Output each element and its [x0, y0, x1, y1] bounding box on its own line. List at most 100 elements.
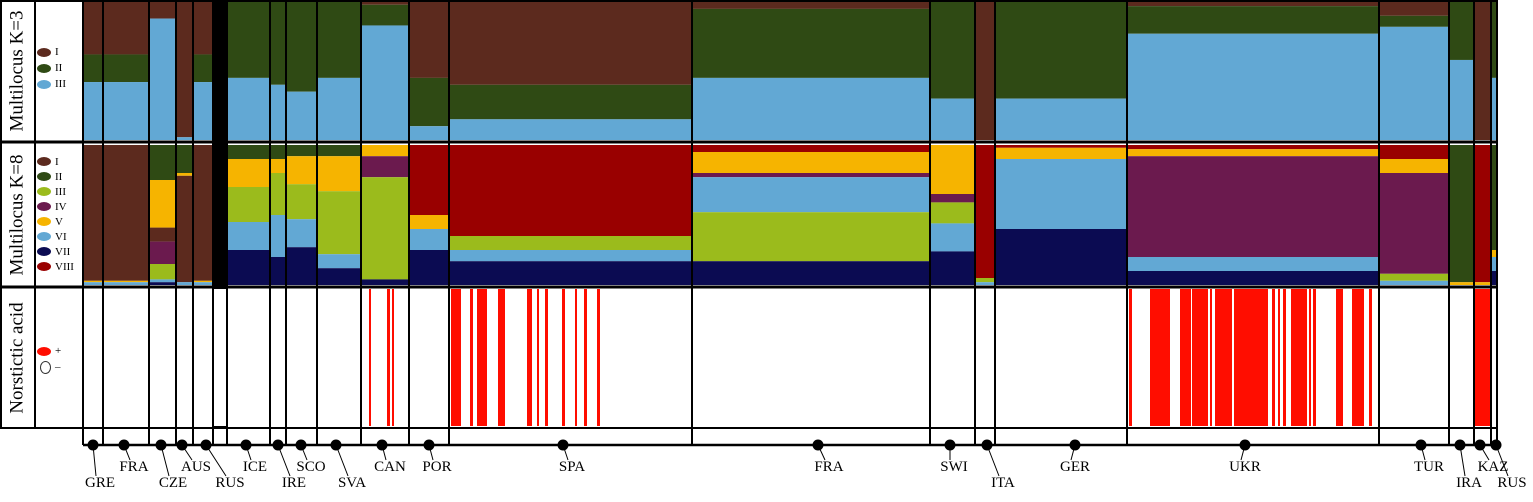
k8-segment [227, 145, 270, 159]
k3-segment [1491, 77, 1497, 140]
legend-item: IV [37, 199, 83, 214]
population-label: GRE [85, 475, 115, 491]
k8-segment [149, 279, 176, 283]
population-label: CAN [374, 459, 406, 475]
k8-segment [149, 180, 176, 228]
k8-segment [449, 250, 692, 262]
norstictic-positive-stripe [1210, 289, 1212, 426]
population-dividers [0, 0, 1498, 445]
cluster-swatch-icon [37, 247, 51, 256]
norstictic-positive-stripe [477, 289, 487, 426]
k3-segment [103, 54, 149, 83]
k8-segment [193, 145, 213, 281]
norstictic-positive-stripe [575, 289, 577, 426]
cluster-swatch-icon [37, 47, 51, 57]
k8-segment [193, 282, 213, 285]
k8-segment [1127, 156, 1379, 257]
k3-segment [930, 2, 975, 99]
cluster-swatch-icon [37, 202, 51, 211]
k8-segment [193, 280, 213, 283]
k3-segment [176, 2, 193, 138]
cluster-swatch-icon [37, 262, 51, 271]
k3-segment [449, 2, 692, 85]
k8-segment [1127, 271, 1379, 285]
k8-segment [1127, 145, 1379, 150]
k8-segment [1491, 271, 1497, 285]
k8-segment [449, 261, 692, 285]
k3-segment [83, 54, 103, 83]
k8-segment [361, 145, 409, 157]
k8-segment [995, 229, 1127, 285]
norstictic-positive-stripe [1309, 289, 1311, 426]
norstictic-acid-plot [83, 289, 1497, 426]
k3-segment [692, 8, 930, 78]
k8-segment [1491, 250, 1497, 257]
k8-segment [409, 215, 449, 229]
k8-segment [995, 145, 1127, 148]
k3-segment [83, 2, 103, 55]
k8-segment [317, 145, 361, 157]
k3-segment [995, 98, 1127, 140]
k8-segment [1379, 273, 1449, 281]
k3-segment [1379, 2, 1449, 16]
norstictic-positive-stripe [392, 289, 394, 426]
population-label: ICE [242, 459, 268, 475]
norstictic-positive-stripe [1369, 289, 1372, 426]
norstictic-positive-stripe [387, 289, 390, 426]
population-label: KAZ [1477, 459, 1509, 475]
norstictic-positive-stripe [1278, 289, 1280, 426]
k8-segment [1379, 159, 1449, 173]
k3-segment [361, 25, 409, 140]
k8-segment [1379, 280, 1449, 285]
k8-bar-plot [83, 145, 1497, 285]
k8-segment [270, 215, 286, 257]
k3-segment [176, 137, 193, 140]
legend-item: III [37, 76, 83, 92]
k8-segment [449, 236, 692, 250]
k3-segment [930, 98, 975, 140]
k3-segment [103, 2, 149, 55]
norstictic-positive-stripe [1180, 289, 1191, 426]
norstictic-positive-stripe [1129, 289, 1132, 426]
k8-segment [1491, 257, 1497, 271]
k8-segment [270, 159, 286, 173]
norstictic-positive-stripe [498, 289, 505, 426]
k8-segment [692, 261, 930, 285]
k3-segment [361, 2, 409, 5]
k8-segment [1127, 257, 1379, 271]
k3-segment [409, 126, 449, 140]
norstictic-positive-stripe [1336, 289, 1343, 426]
norstictic-positive-stripe [1291, 289, 1307, 426]
k8-segment [317, 156, 361, 192]
cluster-swatch-icon [37, 217, 51, 226]
k8-segment [176, 145, 193, 173]
k8-segment [83, 145, 103, 281]
norstictic-positive-stripe [1283, 289, 1286, 426]
k3-segment [83, 82, 103, 140]
population-label: TUR [1414, 459, 1444, 475]
k3-segment [692, 77, 930, 140]
k8-segment [270, 257, 286, 285]
population-label: RUS [215, 475, 245, 491]
k3-segment [409, 77, 449, 127]
norstictic-positive-stripe [1475, 289, 1491, 426]
k8-segment [692, 152, 930, 173]
norstictic-positive-stripe [369, 289, 371, 426]
k8-segment [227, 250, 270, 285]
k8-segment [995, 147, 1127, 159]
k8-segment [409, 250, 449, 285]
negative-swatch-icon [40, 360, 51, 374]
k8-segment [361, 177, 409, 280]
legend-item: V [37, 214, 83, 229]
row-label-k8: Multilocus K=8 [6, 153, 28, 276]
population-axis [83, 439, 1509, 477]
k3-segment [1379, 26, 1449, 141]
k3-segment [149, 2, 176, 19]
k3-segment [449, 84, 692, 120]
k3-segment [1449, 2, 1474, 60]
k8-segment [83, 282, 103, 285]
population-label: RUS [1497, 475, 1527, 491]
k3-segment [1491, 2, 1497, 78]
k3-segment [995, 2, 1127, 99]
